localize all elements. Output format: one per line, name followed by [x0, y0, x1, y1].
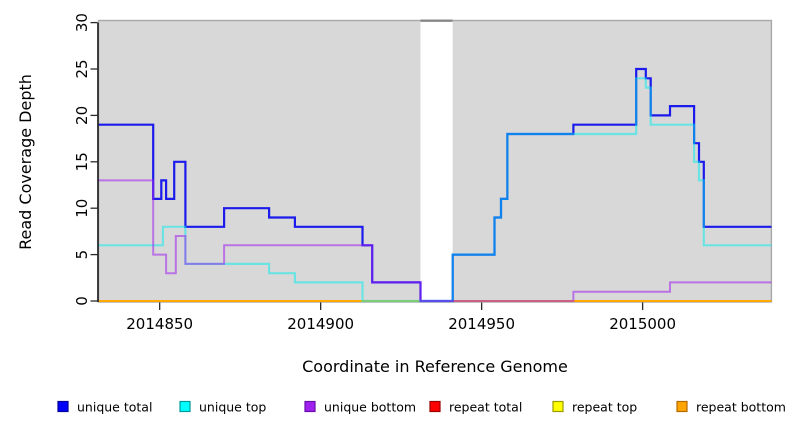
x-tick-label: 2015000 — [609, 315, 676, 333]
legend-label: repeat total — [449, 400, 522, 415]
no-data-gap — [420, 14, 453, 302]
legend-item-repeat-top: repeat top — [552, 400, 637, 415]
legend-swatch-unique-top — [179, 400, 191, 413]
legend-swatch-repeat-bottom — [676, 400, 688, 413]
legend-item-repeat-total: repeat total — [429, 400, 522, 415]
legend-label: unique bottom — [324, 400, 416, 415]
x-tick-label: 2014950 — [448, 315, 515, 333]
y-tick-label: 10 — [73, 199, 91, 218]
y-tick-label: 0 — [73, 296, 91, 306]
legend-label: repeat top — [572, 400, 637, 415]
legend-label: repeat bottom — [696, 400, 786, 415]
legend-item-unique-bottom: unique bottom — [304, 400, 416, 415]
legend-swatch-unique-bottom — [304, 400, 316, 413]
legend: unique total unique top unique bottom repea… — [57, 400, 786, 415]
legend-item-unique-total: unique total — [57, 400, 152, 415]
series-line-unique-top — [98, 77, 772, 303]
x-axis-title: Coordinate in Reference Genome — [302, 357, 568, 376]
legend-swatch-repeat-top — [552, 400, 564, 413]
legend-label: unique total — [77, 400, 152, 415]
y-tick-label: 30 — [73, 13, 91, 32]
y-tick-label: 5 — [73, 250, 91, 260]
legend-item-unique-top: unique top — [179, 400, 266, 415]
legend-swatch-unique-total — [57, 400, 69, 413]
legend-swatch-repeat-total — [429, 400, 441, 413]
x-tick-label: 2014850 — [126, 315, 193, 333]
series-line-unique-bottom — [98, 179, 772, 302]
y-tick-label: 25 — [73, 59, 91, 78]
y-axis-title: Read Coverage Depth — [16, 74, 35, 250]
y-tick-label: 20 — [73, 106, 91, 125]
axes: 0 5 10 15 20 25 30 2014850 2014900 2014950 2015000 — [73, 13, 676, 333]
y-tick-label: 15 — [73, 152, 91, 171]
x-tick-label: 2014900 — [287, 315, 354, 333]
legend-item-repeat-bottom: repeat bottom — [676, 400, 786, 415]
legend-label: unique top — [199, 400, 266, 415]
series-lines — [98, 67, 772, 303]
plot-background — [97, 14, 773, 303]
